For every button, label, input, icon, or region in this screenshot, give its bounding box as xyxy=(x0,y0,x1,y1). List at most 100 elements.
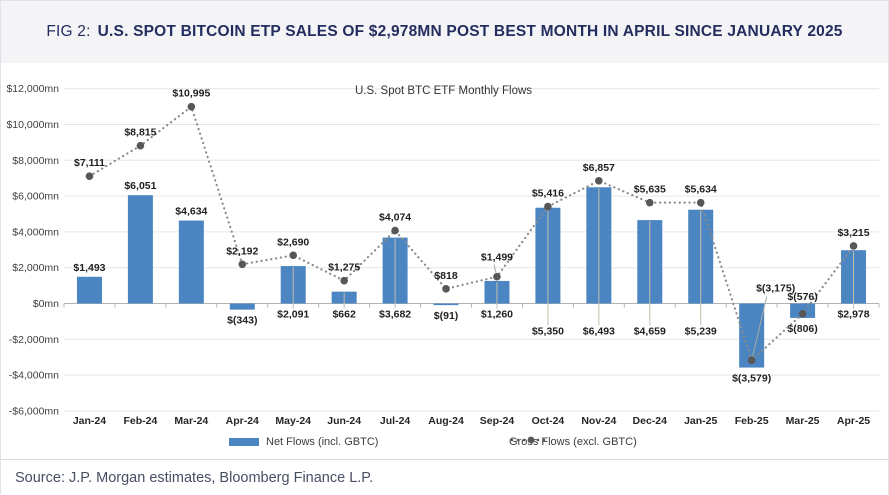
gross-flows-dotted-line xyxy=(88,104,855,363)
svg-text:$6,493: $6,493 xyxy=(583,326,615,338)
svg-text:-$4,000mn: -$4,000mn xyxy=(9,370,59,382)
marker-Feb-24 xyxy=(136,141,145,150)
svg-text:$8,000mn: $8,000mn xyxy=(12,155,59,167)
x-axis-ticks xyxy=(63,303,880,308)
svg-text:$(3,579): $(3,579) xyxy=(732,373,771,385)
svg-text:$2,192: $2,192 xyxy=(226,245,258,257)
marker-Oct-24 xyxy=(544,202,552,211)
svg-text:$2,690: $2,690 xyxy=(277,236,309,248)
svg-text:Apr-25: Apr-25 xyxy=(837,415,870,427)
svg-text:$0mn: $0mn xyxy=(33,298,59,310)
figure-title: U.S. SPOT BITCOIN ETP SALES OF $2,978MN … xyxy=(97,23,843,40)
etf-flows-plot: $12,000mn $10,000mn $8,000mn $6,000mn $4,000… xyxy=(6,83,880,427)
svg-text:Jan-25: Jan-25 xyxy=(684,415,717,427)
svg-text:$1,260: $1,260 xyxy=(481,309,513,321)
svg-text:$5,634: $5,634 xyxy=(685,184,717,196)
svg-text:Dec-24: Dec-24 xyxy=(633,415,668,427)
legend-net-flows: Net Flows (incl. GBTC) xyxy=(229,435,378,449)
svg-text:$7,111: $7,111 xyxy=(74,157,105,169)
figure-label: FIG 2: xyxy=(46,23,91,40)
svg-text:$5,416: $5,416 xyxy=(532,188,564,200)
marker-Jan-24 xyxy=(85,172,94,181)
marker-Apr-25 xyxy=(849,242,858,250)
svg-text:$6,857: $6,857 xyxy=(583,162,615,174)
marker-Mar-24 xyxy=(187,102,196,111)
marker-Feb-25 xyxy=(747,356,756,365)
svg-text:$8,815: $8,815 xyxy=(124,127,156,139)
svg-text:$6,051: $6,051 xyxy=(124,180,156,192)
svg-text:$12,000mn: $12,000mn xyxy=(6,83,59,95)
svg-text:Mar-25: Mar-25 xyxy=(786,415,820,427)
svg-text:$(91): $(91) xyxy=(434,310,459,322)
svg-text:$2,978: $2,978 xyxy=(837,309,869,321)
svg-text:-$2,000mn: -$2,000mn xyxy=(9,334,59,346)
svg-text:Mar-24: Mar-24 xyxy=(174,415,208,427)
net-flows-legend-swatch xyxy=(229,438,259,446)
svg-text:Feb-25: Feb-25 xyxy=(735,415,769,427)
svg-text:$1,275: $1,275 xyxy=(328,262,360,274)
svg-text:$5,350: $5,350 xyxy=(532,326,564,338)
svg-text:$10,000mn: $10,000mn xyxy=(6,119,59,131)
svg-text:Jun-24: Jun-24 xyxy=(327,415,361,427)
svg-text:$662: $662 xyxy=(332,309,356,321)
svg-text:$1,499: $1,499 xyxy=(481,252,513,264)
figure-header: FIG 2: U.S. SPOT BITCOIN ETP SALES OF $2… xyxy=(1,1,888,63)
svg-text:$5,635: $5,635 xyxy=(634,184,666,196)
marker-Dec-24 xyxy=(645,198,654,207)
svg-text:$10,995: $10,995 xyxy=(172,88,210,100)
svg-text:Apr-24: Apr-24 xyxy=(226,415,259,427)
svg-text:May-24: May-24 xyxy=(275,415,311,427)
chart-title: U.S. Spot BTC ETF Monthly Flows xyxy=(355,85,533,97)
svg-text:Jul-24: Jul-24 xyxy=(380,415,411,427)
bar-Apr-24 xyxy=(229,303,255,310)
bar-Mar-24 xyxy=(178,220,204,304)
y-axis-labels: $12,000mn $10,000mn $8,000mn $6,000mn $4,000… xyxy=(6,83,59,417)
svg-text:$5,239: $5,239 xyxy=(685,326,717,338)
svg-text:$4,074: $4,074 xyxy=(379,212,411,224)
marker-Jul-24 xyxy=(391,226,399,235)
svg-text:Jan-24: Jan-24 xyxy=(73,415,106,427)
svg-text:$(576): $(576) xyxy=(787,291,817,303)
net-flow-labels: $1,493 $6,051 $4,634 $(343) $2,091 $662 $3,682… xyxy=(73,180,869,384)
svg-text:$2,000mn: $2,000mn xyxy=(12,262,59,274)
svg-text:$3,682: $3,682 xyxy=(379,309,411,321)
source-note: Source: J.P. Morgan estimates, Bloomberg… xyxy=(1,459,888,495)
legend-gross-flows: Gross Flows (excl. GBTC) xyxy=(509,435,637,449)
legend-gross-label: Gross Flows (excl. GBTC) xyxy=(509,436,637,448)
svg-text:$4,634: $4,634 xyxy=(175,206,207,218)
svg-text:$(3,175): $(3,175) xyxy=(756,283,795,295)
bar-Feb-24 xyxy=(127,195,153,304)
source-text: Source: J.P. Morgan estimates, Bloomberg… xyxy=(15,469,374,486)
svg-text:$3,215: $3,215 xyxy=(837,227,869,239)
marker-Sep-24 xyxy=(493,272,501,281)
marker-Apr-24 xyxy=(238,260,247,269)
label-leader-lines xyxy=(292,188,855,357)
svg-text:Sep-24: Sep-24 xyxy=(480,415,515,427)
gross-flows-legend-marker xyxy=(510,436,546,444)
marker-Aug-24 xyxy=(442,285,450,293)
svg-text:-$6,000mn: -$6,000mn xyxy=(9,405,59,417)
svg-text:Feb-24: Feb-24 xyxy=(123,415,157,427)
svg-text:$(343): $(343) xyxy=(227,315,257,327)
marker-Jan-25 xyxy=(696,198,705,207)
gross-flow-labels: $7,111 $8,815 $10,995 $2,192 $2,690 $1,275 $4,… xyxy=(74,88,870,303)
svg-text:$2,091: $2,091 xyxy=(277,309,309,321)
legend-net-label: Net Flows (incl. GBTC) xyxy=(266,436,379,448)
bar-Jan-24 xyxy=(76,276,102,304)
marker-Nov-24 xyxy=(595,176,603,185)
svg-text:$4,659: $4,659 xyxy=(634,326,666,338)
svg-text:Aug-24: Aug-24 xyxy=(428,415,464,427)
etf-flows-chart: $12,000mn $10,000mn $8,000mn $6,000mn $4,000… xyxy=(1,63,888,459)
marker-Mar-25 xyxy=(798,310,807,318)
svg-text:$1,493: $1,493 xyxy=(73,262,105,274)
bar-Aug-24 xyxy=(433,303,459,306)
gross-flow-markers xyxy=(85,102,858,365)
svg-text:$6,000mn: $6,000mn xyxy=(12,191,59,203)
svg-text:$4,000mn: $4,000mn xyxy=(12,226,59,238)
marker-May-24 xyxy=(289,251,298,260)
x-axis-labels: Jan-24 Feb-24 Mar-24 Apr-24 May-24 Jun-24 Jul-… xyxy=(73,415,870,427)
svg-text:$818: $818 xyxy=(434,270,458,282)
svg-text:Nov-24: Nov-24 xyxy=(581,415,616,427)
svg-text:$(806): $(806) xyxy=(787,323,817,335)
